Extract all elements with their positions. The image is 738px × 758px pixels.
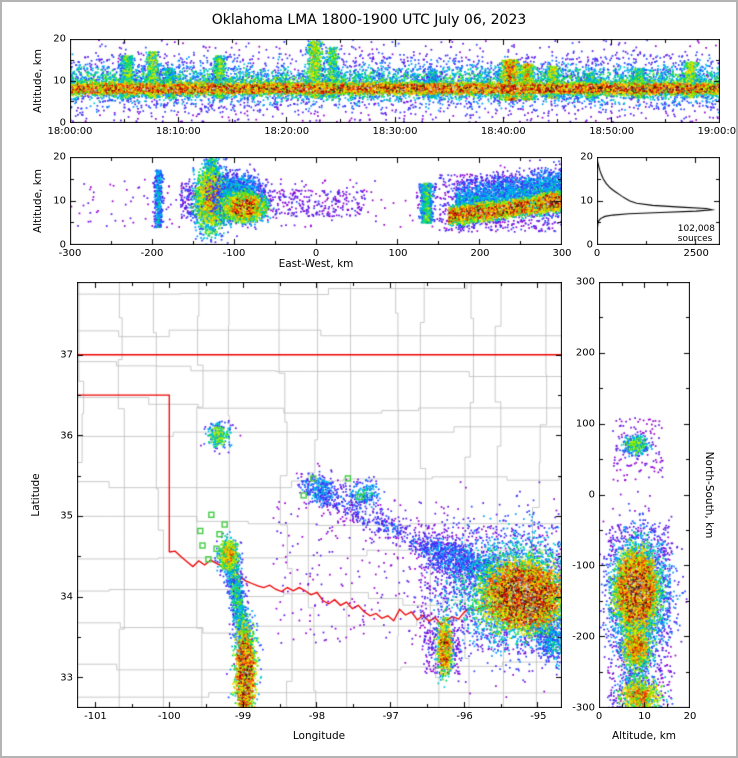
map-xtick--95: -95	[530, 711, 547, 722]
histogram-xtick-2500: 2500	[683, 248, 709, 259]
time_height-xtick-19:00:00: 19:00:00	[697, 126, 738, 137]
plan-view-map-plot	[77, 282, 562, 708]
north-south-altitude-plot	[599, 282, 690, 708]
ns_cross-xtick-0: 0	[595, 711, 603, 722]
ew_cross-xtick-300: 300	[552, 248, 572, 259]
histogram-xtick-0: 0	[593, 248, 601, 259]
ew_cross-xtick--200: -200	[140, 248, 164, 259]
map-xtick--101: -101	[84, 711, 107, 722]
map-ylabel: Latitude	[30, 473, 42, 517]
map-ytick-34: 34	[60, 591, 73, 603]
ew_cross-xtick-100: 100	[388, 248, 408, 259]
time_height-xtick-18:00:00: 18:00:00	[47, 126, 93, 137]
ns_cross-ytick--100: -100	[572, 560, 595, 572]
time_height-xtick-18:40:00: 18:40:00	[480, 126, 526, 137]
histogram-ytick-0: 0	[586, 239, 593, 251]
ew_cross-xtick-200: 200	[470, 248, 490, 259]
ns_cross-xtick-10: 10	[638, 711, 651, 722]
ew-cross-xlabel: East-West, km	[278, 258, 354, 270]
time_height-xtick-18:50:00: 18:50:00	[589, 126, 635, 137]
map-ytick-35: 35	[60, 510, 73, 522]
histogram-ytick-10: 10	[580, 195, 593, 207]
time-height-ylabel: Altitude, km	[32, 48, 44, 114]
histogram-ytick-20: 20	[580, 151, 593, 163]
ew_cross-ytick-10: 10	[53, 195, 66, 207]
ns_cross-ytick-100: 100	[575, 418, 595, 430]
altitude-histogram-plot	[597, 157, 720, 245]
map-ytick-33: 33	[60, 672, 73, 684]
ns-cross-ylabel: North-South, km	[703, 451, 715, 539]
map-xtick--99: -99	[234, 711, 252, 722]
ns_cross-ytick-300: 300	[575, 276, 595, 288]
ew-cross-ylabel: Altitude, km	[32, 168, 44, 234]
map-ytick-37: 37	[60, 349, 73, 361]
ns_cross-xtick-20: 20	[683, 711, 697, 722]
ns-cross-xlabel: Altitude, km	[611, 730, 677, 742]
map-ytick-36: 36	[60, 430, 73, 442]
time_height-ytick-0: 0	[59, 117, 66, 129]
map-xtick--97: -97	[382, 711, 399, 722]
time-height-plot	[70, 39, 720, 123]
time_height-ytick-10: 10	[53, 75, 66, 87]
ew_cross-ytick-20: 20	[53, 151, 66, 163]
time_height-xtick-18:30:00: 18:30:00	[372, 126, 418, 137]
ns_cross-ytick-0: 0	[588, 489, 595, 501]
source-count-label: 102,008 sources	[677, 224, 715, 244]
ns_cross-ytick--300: -300	[572, 702, 595, 714]
ns_cross-ytick-200: 200	[575, 347, 595, 359]
ew_cross-ytick-0: 0	[59, 239, 66, 251]
ew_cross-xtick-0: 0	[312, 248, 320, 259]
ew_cross-xtick--300: -300	[58, 248, 82, 259]
ew_cross-xtick--100: -100	[222, 248, 246, 259]
time_height-ytick-20: 20	[53, 33, 66, 45]
ns_cross-ytick--200: -200	[572, 631, 595, 643]
map-xtick--96: -96	[456, 711, 473, 722]
map-xtick--100: -100	[157, 711, 181, 722]
map-xtick--98: -98	[308, 711, 326, 722]
time_height-xtick-18:10:00: 18:10:00	[155, 126, 201, 137]
figure-title: Oklahoma LMA 1800-1900 UTC July 06, 2023	[211, 12, 527, 28]
map-xlabel: Longitude	[292, 730, 346, 742]
east-west-altitude-plot	[70, 157, 562, 245]
time_height-xtick-18:20:00: 18:20:00	[264, 126, 310, 137]
